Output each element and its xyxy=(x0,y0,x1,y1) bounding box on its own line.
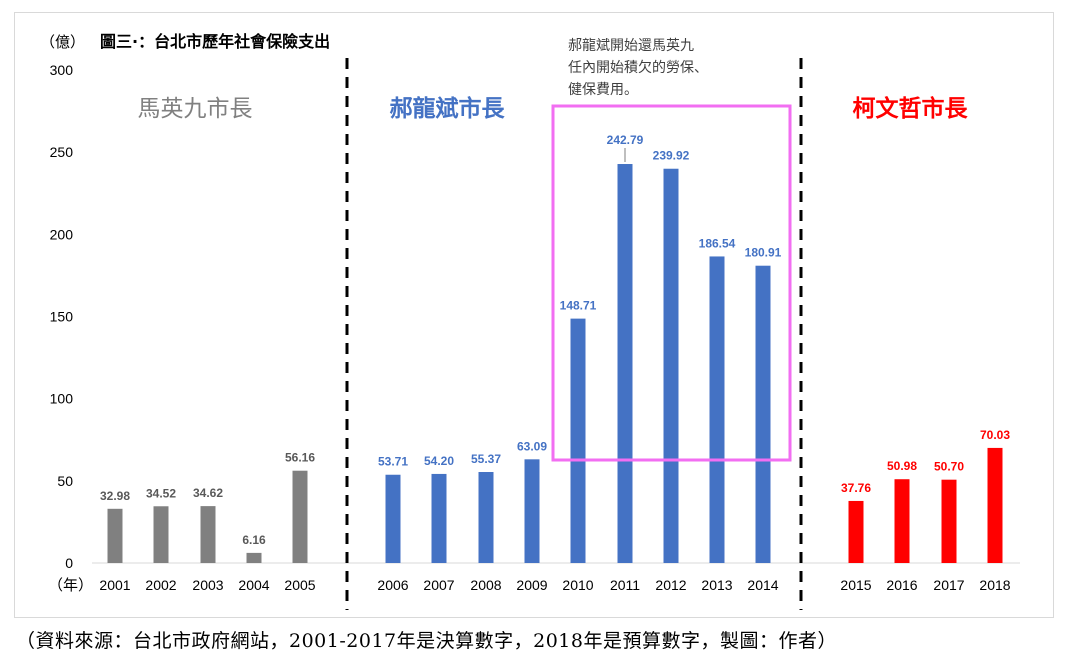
bar-2010 xyxy=(570,318,586,563)
y-tick-label: 300 xyxy=(50,62,74,78)
data-label-2013: 186.54 xyxy=(699,236,736,250)
mayor-term-title: 馬英九市長 xyxy=(138,96,253,122)
bar-2018 xyxy=(987,447,1003,563)
bar-2006 xyxy=(385,474,401,563)
x-tick-label: 2017 xyxy=(933,577,964,593)
data-label-2016: 50.98 xyxy=(887,459,917,473)
bar-2004 xyxy=(246,552,262,563)
data-label-2011: 242.79 xyxy=(607,133,644,147)
y-tick-label: 200 xyxy=(50,226,74,242)
data-label-2017: 50.70 xyxy=(934,460,964,474)
x-tick-label: 2011 xyxy=(610,577,640,593)
bar-2001 xyxy=(107,508,123,563)
x-tick-label: 2003 xyxy=(192,577,223,593)
data-label-2002: 34.52 xyxy=(146,486,176,500)
x-tick-label: 2006 xyxy=(377,577,408,593)
y-tick-label: 50 xyxy=(57,473,73,489)
data-label-2005: 56.16 xyxy=(285,451,315,465)
data-label-2015: 37.76 xyxy=(841,481,871,495)
bar-2007 xyxy=(431,473,447,563)
x-tick-label: 2012 xyxy=(655,577,686,593)
x-tick-label: 2004 xyxy=(238,577,269,593)
data-label-2007: 54.20 xyxy=(424,454,454,468)
x-tick-label: 2014 xyxy=(747,577,778,593)
bar-2012 xyxy=(663,168,679,564)
y-tick-label: 100 xyxy=(50,391,74,407)
x-tick-label: 2010 xyxy=(562,577,593,593)
data-label-2003: 34.62 xyxy=(193,486,223,500)
bar-2002 xyxy=(153,506,169,563)
data-label-2006: 53.71 xyxy=(378,455,408,469)
x-tick-label: 2015 xyxy=(840,577,871,593)
x-tick-label: 2018 xyxy=(979,577,1010,593)
data-label-2001: 32.98 xyxy=(100,489,130,503)
annotation-line: 任內開始積欠的勞保、 xyxy=(568,60,708,76)
chart-title: 圖三·：台北市歷年社會保險支出 xyxy=(100,32,330,51)
chart-frame xyxy=(14,12,1054,618)
x-axis-year-label: （年） xyxy=(48,576,93,594)
data-label-2009: 63.09 xyxy=(517,439,547,453)
x-tick-label: 2008 xyxy=(470,577,501,593)
bar-2015 xyxy=(848,500,864,563)
bar-2014 xyxy=(755,265,771,563)
y-tick-label: 0 xyxy=(65,555,73,571)
mayor-term-title: 柯文哲市長 xyxy=(853,95,969,122)
bar-2009 xyxy=(524,459,540,563)
x-tick-label: 2005 xyxy=(284,577,315,593)
annotation-line: 健保費用。 xyxy=(568,82,638,98)
data-label-2012: 239.92 xyxy=(653,149,690,163)
bar-2011 xyxy=(617,164,633,563)
x-tick-label: 2009 xyxy=(516,577,547,593)
x-tick-label: 2013 xyxy=(701,577,732,593)
bar-2017 xyxy=(941,479,957,563)
bar-2003 xyxy=(200,506,216,563)
data-label-2010: 148.71 xyxy=(560,299,597,313)
bar-2005 xyxy=(292,470,308,563)
source-note: （資料來源：台北市政府網站，2001-2017年是決算數字，2018年是預算數字… xyxy=(16,630,837,652)
y-axis-unit-label: （億） xyxy=(40,33,85,51)
y-tick-label: 250 xyxy=(50,144,74,160)
mayor-term-title: 郝龍斌市長 xyxy=(390,95,506,122)
x-tick-label: 2002 xyxy=(145,577,176,593)
x-tick-label: 2001 xyxy=(99,577,130,593)
y-tick-label: 150 xyxy=(50,309,74,325)
chart-svg: 0 50 100 150 200 250 300 （億） 圖三·：台北市歷年社會保險支出 （年） 馬… xyxy=(40,32,1020,610)
annotation-line: 郝龍斌開始還馬英九 xyxy=(568,37,694,54)
x-tick-label: 2016 xyxy=(886,577,917,593)
x-tick-label: 2007 xyxy=(423,577,454,593)
data-label-2018: 70.03 xyxy=(980,428,1010,442)
bar-2008 xyxy=(478,472,494,563)
data-label-2008: 55.37 xyxy=(471,452,501,466)
highlight-box xyxy=(551,104,792,462)
bar-2016 xyxy=(894,479,910,563)
data-label-2014: 180.91 xyxy=(745,246,782,260)
data-label-2004: 6.16 xyxy=(242,533,266,547)
bar-2013 xyxy=(709,256,725,563)
